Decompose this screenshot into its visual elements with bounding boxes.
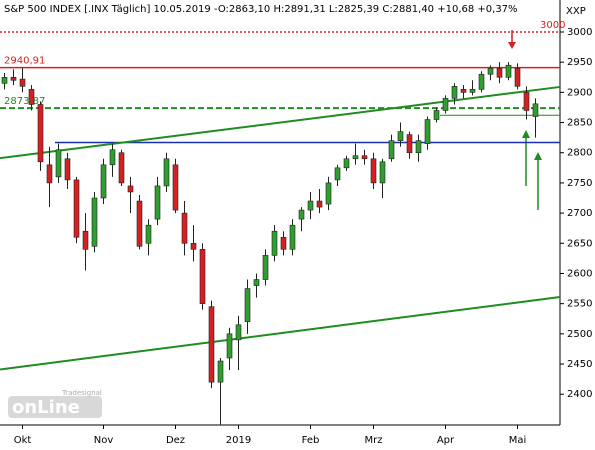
y-tick-label: 2800 — [567, 148, 592, 159]
candle-body — [127, 185, 134, 193]
x-tick-label: Mai — [509, 435, 527, 446]
candle-body — [190, 242, 197, 250]
candle-body — [514, 67, 521, 87]
candle-body — [136, 200, 143, 247]
y-tick-label: 2550 — [567, 299, 592, 310]
x-tick-label: 2019 — [226, 435, 251, 446]
candle-body — [253, 279, 260, 286]
x-tick-label: Mrz — [365, 435, 383, 446]
candle-body — [154, 185, 161, 220]
candle-body — [235, 324, 242, 341]
y-tick-label: 2650 — [567, 238, 592, 249]
y-tick-label: 2450 — [567, 359, 592, 370]
candle-body — [352, 155, 359, 160]
candle-body — [226, 333, 233, 359]
y-tick-label: 2950 — [567, 57, 592, 68]
candle-body — [487, 67, 494, 75]
logo-text: onLine — [12, 397, 80, 418]
candle-body — [316, 200, 323, 208]
trendline — [0, 85, 561, 160]
x-tick-label: Dez — [166, 435, 185, 446]
x-tick-label: Apr — [437, 435, 455, 446]
candle-body — [334, 167, 341, 181]
candle-body — [73, 179, 80, 238]
candle-body — [496, 67, 503, 78]
candle-body — [370, 158, 377, 184]
x-tick-label: Nov — [94, 435, 114, 446]
line-label: 3000 — [540, 20, 565, 31]
y-tick-label: 3000 — [567, 27, 592, 38]
chart-title: S&P 500 INDEX [.INX Täglich] 10.05.2019 … — [4, 4, 518, 15]
arrows — [508, 30, 542, 210]
candle-body — [379, 161, 386, 184]
watermark: onLine Tradesignal — [8, 389, 102, 418]
y-tick-label: 2700 — [567, 208, 592, 219]
candle-body — [28, 89, 35, 105]
candle-body — [532, 103, 539, 117]
logo-box — [8, 396, 102, 418]
candle-body — [361, 155, 368, 160]
candle-body — [307, 200, 314, 211]
candle-body — [100, 164, 107, 199]
arrow-head — [534, 152, 542, 160]
candle-body — [199, 249, 206, 304]
candle-body — [397, 131, 404, 141]
candle-body — [262, 255, 269, 280]
candle-body — [289, 224, 296, 250]
candle-body — [298, 209, 305, 220]
arrow-head — [522, 130, 530, 138]
candle-body — [415, 140, 422, 154]
candle-body — [325, 182, 332, 205]
candle-body — [244, 288, 251, 323]
x-tick-label: Okt — [14, 435, 32, 446]
candle-body — [505, 64, 512, 78]
candle-body — [118, 152, 125, 184]
candle-body — [523, 92, 530, 111]
candle-body — [46, 164, 53, 184]
y-tick-label: 2750 — [567, 178, 592, 189]
candle-body — [406, 134, 413, 154]
trendline — [0, 296, 561, 371]
candle-body — [10, 76, 17, 81]
candle-body — [145, 224, 152, 244]
candle-body — [55, 149, 62, 178]
candle-body — [271, 230, 278, 256]
candle-body — [1, 76, 8, 84]
candle-body — [217, 360, 224, 383]
y-tick-label: 2500 — [567, 329, 592, 340]
x-tick-label: Feb — [302, 435, 320, 446]
logo-subtext: Tradesignal — [61, 389, 102, 397]
candle-body — [469, 89, 476, 93]
arrow-head — [508, 42, 516, 49]
candle-body — [451, 86, 458, 99]
y-tick-label: 2900 — [567, 87, 592, 98]
candle-body — [19, 78, 26, 87]
candle-body — [460, 89, 467, 93]
candle-body — [64, 158, 71, 181]
candle-body — [478, 73, 485, 90]
axis-label: XXP — [566, 6, 586, 17]
candle-body — [82, 230, 89, 250]
candle-body — [280, 236, 287, 250]
candle-body — [172, 164, 179, 211]
line-label: 2873,87 — [4, 96, 45, 107]
candle-body — [343, 158, 350, 169]
candle-body — [91, 197, 98, 247]
candle-body — [433, 110, 440, 120]
candle-body — [442, 98, 449, 111]
candle-body — [424, 119, 431, 144]
candle-body — [37, 104, 44, 163]
candle-body — [163, 158, 170, 187]
y-tick-label: 2600 — [567, 268, 592, 279]
candle-body — [388, 140, 395, 160]
line-label: 2940,91 — [4, 56, 45, 67]
y-tick-label: 2850 — [567, 118, 592, 129]
candle-body — [181, 212, 188, 244]
candle-body — [208, 306, 215, 383]
candle-body — [109, 149, 116, 166]
y-tick-label: 2400 — [567, 389, 592, 400]
